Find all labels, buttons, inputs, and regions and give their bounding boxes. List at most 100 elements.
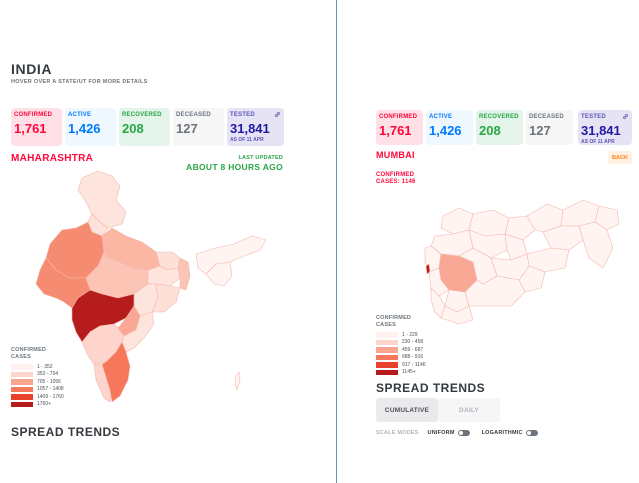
- map-region-odisha[interactable]: [151, 283, 181, 313]
- left-legend-title-2: CASES: [11, 353, 31, 360]
- map-region-tamil-nadu[interactable]: [101, 341, 131, 403]
- map-region-assam[interactable]: [195, 235, 267, 275]
- panel-divider: [336, 0, 337, 483]
- deceased-label: DECEASED: [529, 114, 564, 120]
- right-legend-title-2: CASES: [376, 321, 396, 328]
- active-value: 1,426: [429, 123, 462, 138]
- tested-label: TESTED: [581, 114, 606, 120]
- active-value: 1,426: [68, 121, 101, 136]
- map-region-karnataka[interactable]: [81, 323, 125, 365]
- map-region-islands[interactable]: [234, 371, 241, 391]
- tested-card[interactable]: TESTED 31,841 AS OF 11 APR: [227, 108, 284, 146]
- deceased-value: 127: [529, 123, 551, 138]
- active-label: ACTIVE: [68, 112, 92, 118]
- selected-state-name: MAHARASHTRA: [11, 153, 94, 164]
- district-panel: CONFIRMED 1,761 ACTIVE 1,426 RECOVERED 2…: [337, 0, 639, 483]
- legend-swatch: [11, 379, 33, 385]
- link-icon[interactable]: [274, 111, 281, 118]
- active-card[interactable]: ACTIVE 1,426: [426, 110, 473, 145]
- active-label: ACTIVE: [429, 114, 453, 120]
- district-kolhapur[interactable]: [440, 305, 474, 325]
- map-region-north[interactable]: [77, 170, 127, 229]
- legend-range: 353 - 704: [37, 371, 59, 378]
- legend-swatch: [11, 401, 33, 407]
- india-panel: INDIA HOVER OVER A STATE/UT FOR MORE DET…: [11, 61, 284, 439]
- legend-swatch: [11, 394, 33, 400]
- link-icon[interactable]: [622, 113, 629, 120]
- last-updated: LAST UPDATED ABOUT 8 HOURS AGO: [186, 155, 283, 172]
- tab-daily[interactable]: DAILY: [438, 398, 500, 422]
- legend-swatch: [376, 362, 398, 368]
- right-legend-title-1: CONFIRMED: [376, 315, 412, 321]
- map-region-northeast[interactable]: [205, 261, 233, 287]
- tab-cumulative[interactable]: CUMULATIVE: [376, 398, 438, 422]
- map-region-west-bengal[interactable]: [177, 257, 191, 291]
- last-updated-value: ABOUT 8 HOURS AGO: [186, 162, 283, 172]
- tested-label: TESTED: [230, 112, 255, 118]
- left-legend: CONFIRMED CASES 1 - 352 353 - 704 705 - …: [11, 347, 64, 408]
- page-title: INDIA: [11, 61, 53, 77]
- scale-modes: SCALE MODES UNIFORM LOGARITHMIC: [376, 430, 550, 436]
- confirmed-card[interactable]: CONFIRMED 1,761: [11, 108, 62, 146]
- confirmed-value: 1,761: [379, 123, 412, 138]
- district-nagpur[interactable]: [560, 199, 600, 227]
- confirmed-label: CONFIRMED: [14, 112, 53, 118]
- legend-range: 688 - 916: [402, 354, 424, 361]
- district-stat-line-1: CONFIRMED: [376, 172, 415, 178]
- district-gondia[interactable]: [594, 205, 620, 231]
- maharashtra-map[interactable]: [423, 196, 623, 326]
- deceased-label: DECEASED: [176, 112, 211, 118]
- recovered-label: RECOVERED: [122, 112, 162, 118]
- confirmed-card[interactable]: CONFIRMED 1,761: [376, 110, 423, 145]
- deceased-card[interactable]: DECEASED 127: [526, 110, 573, 145]
- legend-swatch: [376, 339, 398, 345]
- active-card[interactable]: ACTIVE 1,426: [65, 108, 116, 146]
- right-legend: CONFIRMED CASES 1 - 229 230 - 458 459 - …: [376, 315, 426, 376]
- confirmed-label: CONFIRMED: [379, 114, 418, 120]
- legend-swatch: [11, 386, 33, 392]
- legend-range: 1057 - 1408: [37, 386, 64, 393]
- tested-card[interactable]: TESTED 31,841 AS OF 11 APR: [578, 110, 632, 145]
- scale-modes-label: SCALE MODES: [376, 430, 419, 436]
- legend-swatch: [11, 371, 33, 377]
- legend-range: 230 - 458: [402, 339, 424, 346]
- legend-range: 1760+: [37, 401, 52, 408]
- legend-range: 1145+: [402, 369, 416, 376]
- recovered-card[interactable]: RECOVERED 208: [119, 108, 170, 146]
- tested-value: 31,841: [581, 123, 621, 138]
- back-button[interactable]: BACK: [608, 151, 632, 164]
- recovered-label: RECOVERED: [479, 114, 519, 120]
- legend-swatch: [376, 354, 398, 360]
- uniform-toggle[interactable]: [457, 430, 470, 436]
- legend-range: 1 - 352: [37, 363, 53, 370]
- legend-swatch: [376, 332, 398, 338]
- last-updated-label: LAST UPDATED: [238, 155, 283, 161]
- district-buldhana[interactable]: [504, 215, 536, 241]
- selected-district-name: MUMBAI: [376, 150, 415, 160]
- spread-trends-heading: SPREAD TRENDS: [11, 425, 121, 439]
- map-region-jharkhand[interactable]: [147, 265, 181, 287]
- india-map[interactable]: [30, 166, 270, 414]
- confirmed-value: 1,761: [14, 121, 47, 136]
- tested-date: AS OF 11 APR: [581, 139, 615, 145]
- recovered-value: 208: [122, 121, 144, 136]
- legend-swatch: [11, 364, 33, 370]
- district-solapur[interactable]: [464, 275, 526, 307]
- recovered-value: 208: [479, 123, 501, 138]
- legend-range: 459 - 687: [402, 346, 424, 353]
- tested-value: 31,841: [230, 121, 270, 136]
- district-stat-line-2: CASES: 1146: [376, 179, 416, 185]
- deceased-card[interactable]: DECEASED 127: [173, 108, 224, 146]
- tested-date: AS OF 11 APR: [230, 137, 264, 143]
- legend-range: 1409 - 1760: [37, 393, 64, 400]
- spread-trends-heading: SPREAD TRENDS: [376, 381, 486, 395]
- recovered-card[interactable]: RECOVERED 208: [476, 110, 523, 145]
- district-confirmed-stat: CONFIRMED CASES: 1146: [376, 172, 416, 186]
- page-subtitle: HOVER OVER A STATE/UT FOR MORE DETAILS: [11, 79, 148, 85]
- deceased-value: 127: [176, 121, 198, 136]
- logarithmic-toggle[interactable]: [525, 430, 538, 436]
- left-legend-title-1: CONFIRMED: [11, 347, 47, 353]
- legend-swatch: [376, 369, 398, 375]
- legend-swatch: [376, 347, 398, 353]
- legend-range: 1 - 229: [402, 331, 418, 338]
